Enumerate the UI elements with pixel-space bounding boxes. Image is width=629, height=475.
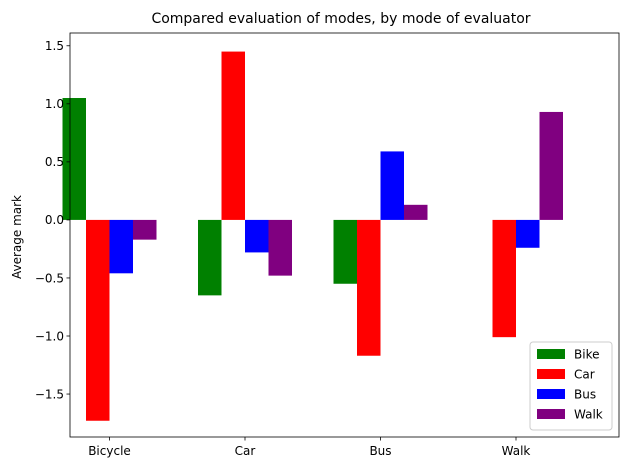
bars-group — [62, 51, 563, 421]
bar-bike-car — [198, 219, 222, 296]
bar-walk-car — [268, 219, 292, 276]
y-tick-label: 0.5 — [45, 155, 64, 169]
bar-walk-bus — [404, 204, 428, 220]
bar-walk-bicycle — [133, 219, 157, 240]
legend-swatch-bike — [537, 349, 565, 359]
y-tick-label: −0.5 — [35, 271, 64, 285]
x-axis-ticks: Bicycle Car Bus Walk — [88, 437, 530, 458]
legend-label-bus: Bus — [574, 387, 596, 401]
legend-swatch-car — [537, 369, 565, 379]
bar-walk-walk — [539, 111, 563, 220]
y-tick-label: 1.0 — [45, 97, 64, 111]
legend-box — [529, 341, 613, 431]
x-tick-label: Bicycle — [88, 444, 131, 458]
y-tick-label: 1.5 — [45, 39, 64, 53]
chart-title: Compared evaluation of modes, by mode of… — [151, 11, 530, 27]
legend-label-walk: Walk — [574, 407, 603, 421]
legend: Bike Car Bus Walk — [529, 341, 613, 431]
legend-swatch-bus — [537, 389, 565, 399]
bar-car-bicycle — [86, 219, 110, 421]
bar-bus-car — [245, 219, 269, 253]
x-tick-label: Bus — [369, 444, 391, 458]
x-tick-label: Walk — [502, 444, 531, 458]
bar-bike-bicycle — [62, 98, 86, 220]
y-tick-label: 0.0 — [45, 213, 64, 227]
bar-bus-bus — [380, 151, 404, 220]
bar-car-bus — [357, 219, 381, 356]
bar-car-walk — [492, 219, 516, 338]
y-tick-label: −1.5 — [35, 387, 64, 401]
legend-label-bike: Bike — [574, 347, 599, 361]
x-tick-label: Car — [235, 444, 256, 458]
y-axis-label: Average mark — [10, 195, 24, 279]
y-tick-label: −1.0 — [35, 329, 64, 343]
legend-label-car: Car — [574, 367, 595, 381]
bar-car-car — [221, 51, 245, 220]
bar-bus-walk — [516, 219, 540, 248]
bar-bus-bicycle — [109, 219, 133, 274]
plot-area-frame — [69, 32, 620, 438]
y-axis-ticks: 1.5 1.0 0.5 0.0 −0.5 −1.0 −1.5 — [35, 39, 70, 401]
legend-swatch-walk — [537, 409, 565, 419]
bar-bike-bus — [333, 219, 357, 284]
